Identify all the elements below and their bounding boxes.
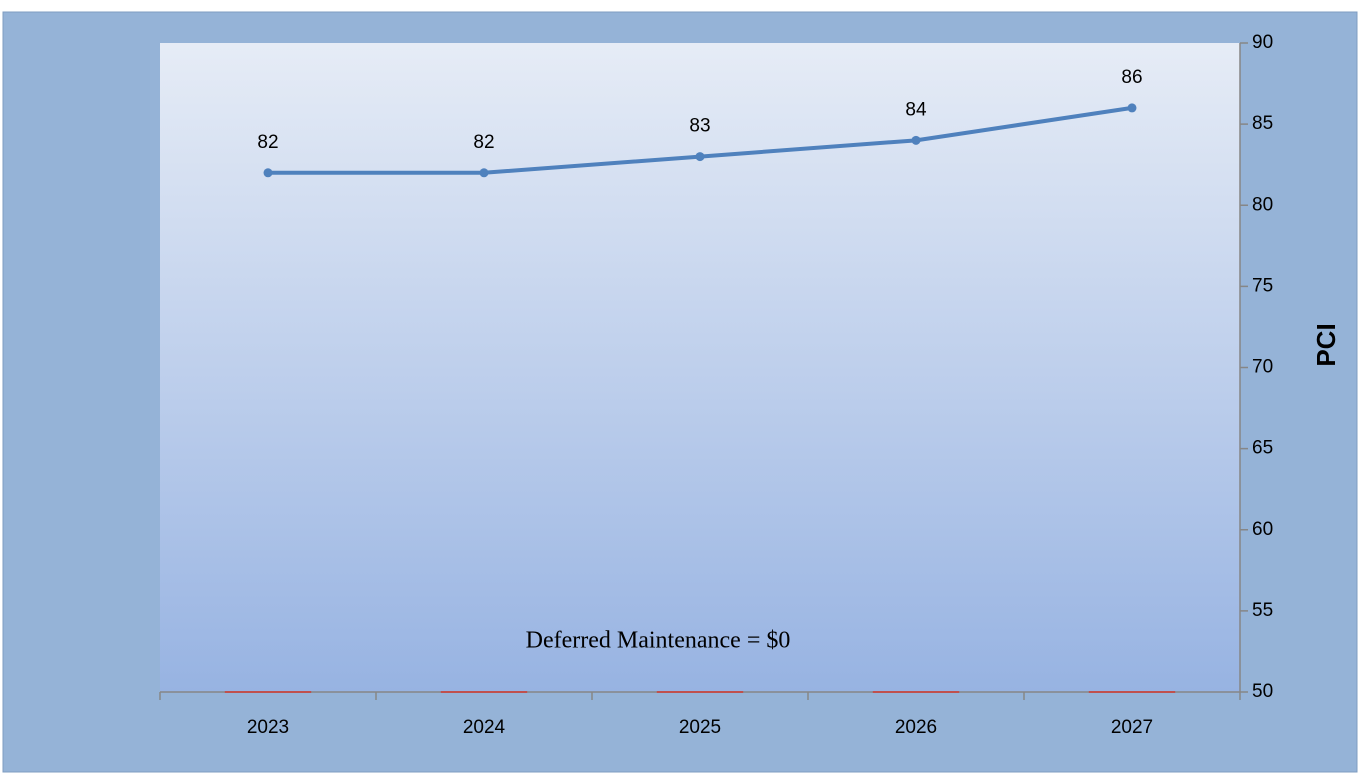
data-label: 83 <box>689 116 710 137</box>
x-tick-label: 2027 <box>1111 717 1153 738</box>
point <box>479 168 489 178</box>
x-tick-label: 2026 <box>895 717 937 738</box>
annotation: Deferred Maintenance = $0 <box>526 628 791 654</box>
bar <box>656 691 744 693</box>
data-label: 84 <box>905 99 927 120</box>
data-label: 82 <box>257 132 278 153</box>
y-tick-label: 75 <box>1252 275 1273 296</box>
y-axis-label: PCI <box>1311 323 1341 366</box>
point <box>911 135 921 145</box>
bar <box>872 691 960 693</box>
data-label: 82 <box>473 132 494 153</box>
data-label: 86 <box>1121 67 1142 88</box>
x-tick-label: 2024 <box>463 717 506 738</box>
x-tick-label: 2025 <box>679 717 721 738</box>
y-tick-label: 85 <box>1252 113 1273 134</box>
point <box>695 152 705 162</box>
bar <box>224 691 312 693</box>
bar <box>440 691 528 693</box>
y-tick-label: 65 <box>1252 438 1273 459</box>
y-tick-label: 60 <box>1252 519 1273 540</box>
plot-area <box>160 43 1240 692</box>
x-tick-label: 2023 <box>247 717 289 738</box>
y-tick-label: 80 <box>1252 194 1273 215</box>
point <box>263 168 273 178</box>
y-tick-label: 70 <box>1252 357 1273 378</box>
y-tick-label: 55 <box>1252 600 1273 621</box>
point <box>1127 103 1137 113</box>
bar <box>1088 691 1176 693</box>
y-tick-label: 90 <box>1252 32 1273 53</box>
y-tick-label: 50 <box>1252 681 1273 702</box>
